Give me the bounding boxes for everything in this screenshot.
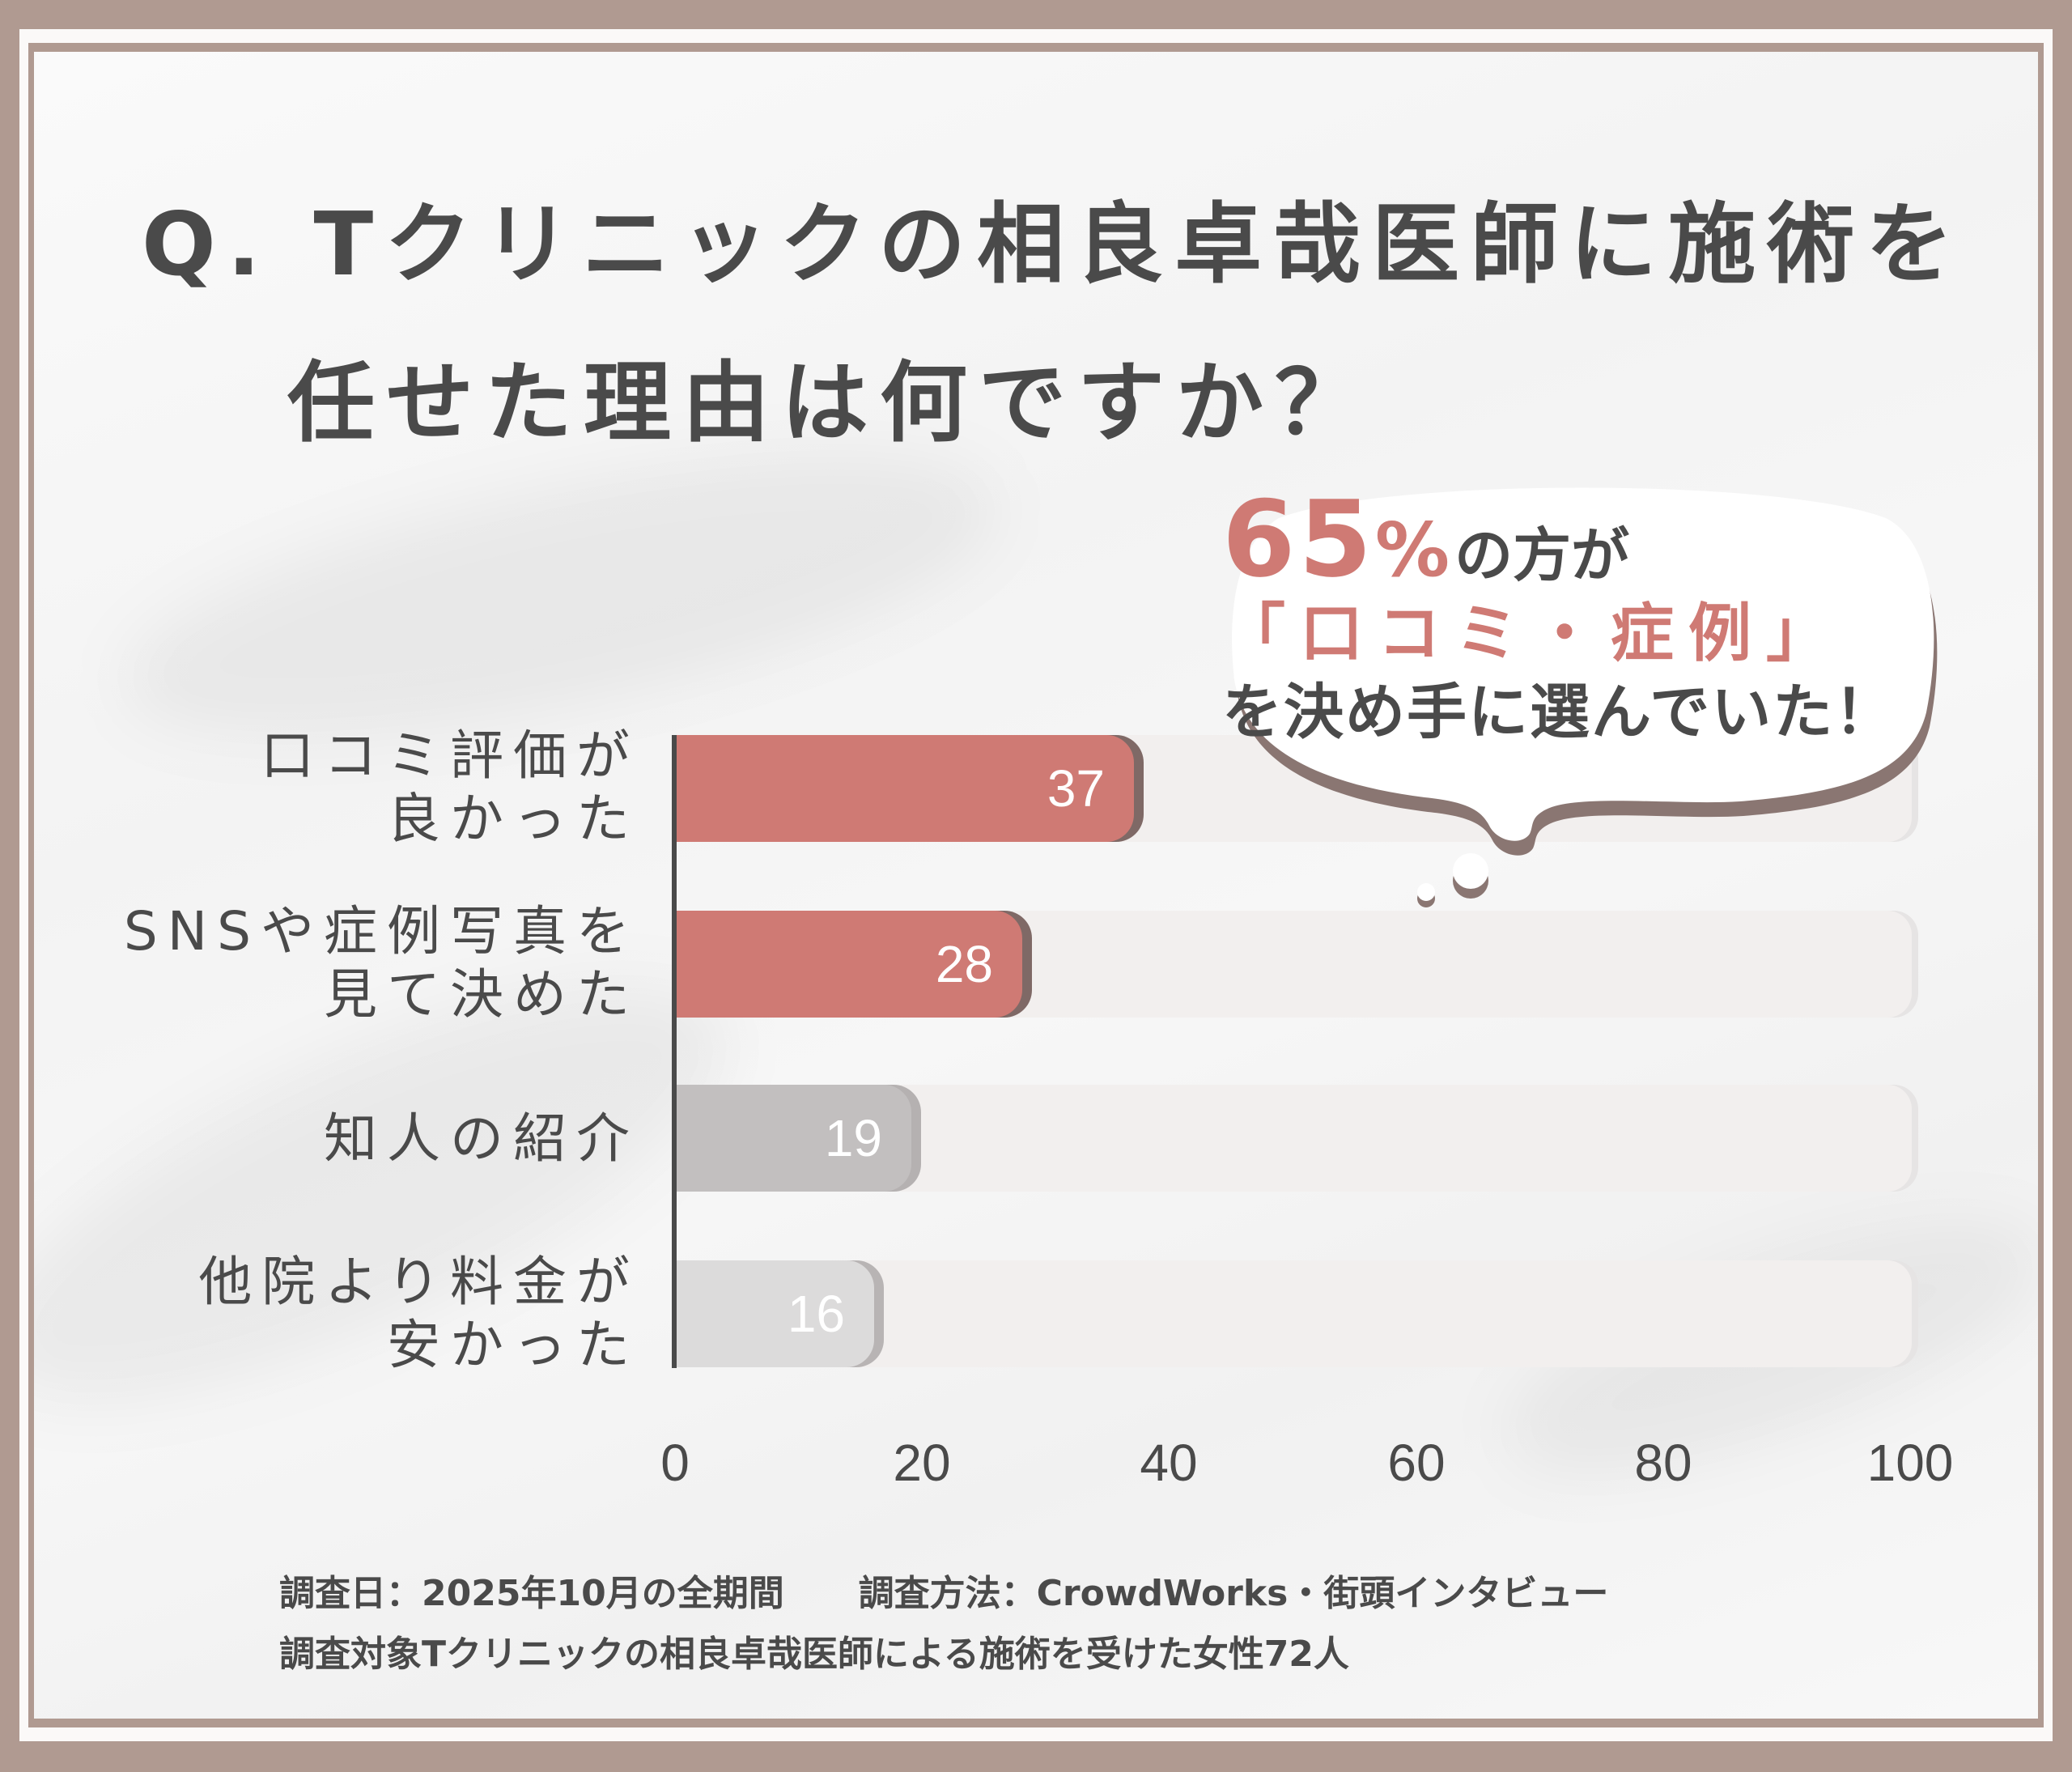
chart-title: Q. Tクリニックの相良卓哉医師に施術を 任せた理由は何ですか？ (142, 166, 2003, 483)
chart-panel (34, 52, 2038, 1719)
x-tick: 20 (893, 1434, 951, 1492)
bar-value: 28 (935, 935, 993, 993)
x-tick: 60 (1387, 1434, 1446, 1492)
x-tick: 100 (1866, 1434, 1954, 1492)
category-label: 口コミ評価が 良かった (261, 725, 639, 850)
bar-value: 19 (824, 1109, 882, 1167)
survey-info-line-1: 調査日：2025年10月の全期間 調査方法：CrowdWorks・街頭インタビュ… (279, 1564, 1608, 1616)
title-line-1: Q. Tクリニックの相良卓哉医師に施術を (142, 194, 1965, 295)
bar-reviews: 37 (677, 735, 1134, 842)
bar-referral: 19 (677, 1085, 911, 1192)
callout-percent-number: 65 (1222, 478, 1375, 601)
callout-percent-sign: % (1374, 507, 1450, 593)
x-tick: 80 (1634, 1434, 1692, 1492)
category-label: 知人の紹介 (324, 1107, 639, 1170)
y-axis-line (672, 735, 677, 1368)
x-tick: 0 (660, 1434, 690, 1492)
callout-line1-suffix: の方が (1454, 521, 1630, 589)
bar-value: 37 (1047, 759, 1105, 818)
callout-headline: 65%の方が (1222, 478, 1942, 601)
bar-track (677, 1260, 1912, 1367)
bar-sns-photos: 28 (677, 911, 1022, 1018)
bar-value: 16 (787, 1285, 845, 1343)
title-line-2: 任せた理由は何ですか？ (287, 353, 1374, 454)
survey-method: 調査方法：CrowdWorks・街頭インタビュー (858, 1573, 1609, 1614)
survey-date: 調査日：2025年10月の全期間 (279, 1573, 784, 1614)
bar-price: 16 (677, 1260, 874, 1367)
survey-target: 調査対象Tクリニックの相良卓哉医師による施術を受けた女性72人 (279, 1634, 1349, 1675)
callout-highlight: 「口コミ・症例」 (1222, 597, 1845, 670)
category-label: SNSや症例写真を 見て決めた (123, 900, 639, 1026)
x-tick: 40 (1140, 1434, 1198, 1492)
category-label: 他院より料金が 安かった (198, 1251, 639, 1376)
callout-bubble: 65%の方が 「口コミ・症例」 を決め手に選んでいた！ (1222, 470, 1942, 907)
callout-conclusion: を決め手に選んでいた！ (1222, 678, 1896, 747)
speech-bubble-icon (1232, 487, 1938, 907)
